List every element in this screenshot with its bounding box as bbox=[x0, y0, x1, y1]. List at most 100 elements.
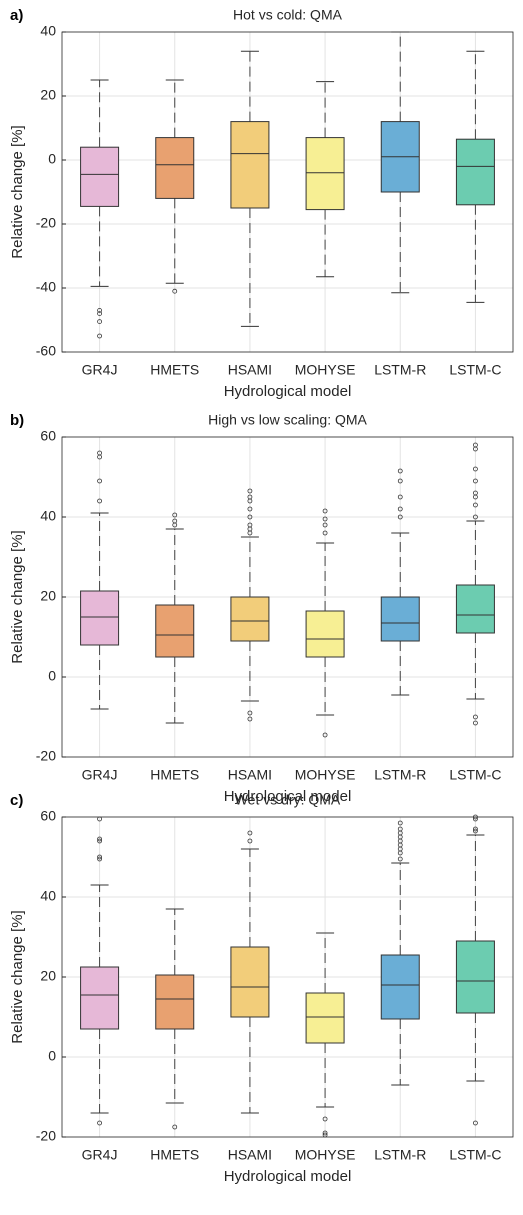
x-tick-label: HSAMI bbox=[228, 1147, 272, 1163]
outlier bbox=[172, 288, 178, 294]
x-tick-label: LSTM-C bbox=[449, 767, 501, 783]
y-tick-label: 0 bbox=[48, 668, 56, 684]
y-axis-label: Relative change [%] bbox=[9, 125, 26, 258]
y-tick-label: -20 bbox=[36, 215, 56, 231]
x-tick-label: GR4J bbox=[82, 767, 118, 783]
outlier bbox=[97, 478, 102, 484]
chart-title: Wet vs dry: QMA bbox=[235, 792, 341, 808]
box bbox=[155, 604, 195, 658]
outlier bbox=[97, 838, 102, 844]
box bbox=[455, 940, 495, 1014]
outlier bbox=[322, 1116, 328, 1122]
outlier bbox=[97, 816, 102, 822]
y-tick-label: -40 bbox=[36, 279, 56, 295]
y-tick-label: 0 bbox=[48, 1048, 56, 1064]
y-tick-label: -20 bbox=[36, 1128, 56, 1144]
panel-label: b) bbox=[10, 412, 24, 429]
outlier bbox=[322, 1130, 328, 1136]
outlier bbox=[97, 856, 102, 862]
box bbox=[305, 992, 345, 1044]
outlier bbox=[473, 816, 478, 822]
outlier bbox=[97, 307, 102, 313]
x-tick-label: HSAMI bbox=[228, 767, 272, 783]
x-tick-label: MOHYSE bbox=[295, 1147, 356, 1163]
outlier bbox=[473, 720, 478, 726]
box bbox=[455, 138, 495, 206]
box bbox=[230, 596, 270, 642]
box bbox=[380, 596, 420, 642]
outlier bbox=[397, 826, 403, 832]
y-tick-label: -60 bbox=[36, 343, 56, 359]
outlier bbox=[97, 854, 102, 860]
chart-title: High vs low scaling: QMA bbox=[208, 412, 367, 428]
outlier bbox=[322, 530, 328, 536]
outlier bbox=[473, 442, 478, 448]
y-tick-label: 60 bbox=[40, 428, 56, 444]
panel-label: a) bbox=[10, 7, 23, 24]
panel-label: c) bbox=[10, 792, 23, 809]
box bbox=[455, 584, 495, 634]
chart-title: Hot vs cold: QMA bbox=[233, 7, 343, 23]
outlier bbox=[322, 522, 328, 528]
outlier bbox=[397, 514, 403, 520]
x-tick-label: MOHYSE bbox=[295, 767, 356, 783]
x-tick-label: LSTM-R bbox=[374, 1147, 426, 1163]
outlier bbox=[247, 522, 253, 528]
x-tick-label: LSTM-R bbox=[374, 362, 426, 378]
outlier bbox=[397, 506, 403, 512]
outlier bbox=[473, 828, 478, 834]
outlier bbox=[473, 514, 478, 520]
outlier bbox=[172, 518, 178, 524]
box bbox=[80, 966, 120, 1030]
plot-area bbox=[62, 32, 513, 352]
x-tick-label: LSTM-C bbox=[449, 362, 501, 378]
outlier bbox=[473, 1120, 478, 1126]
y-tick-label: 20 bbox=[40, 968, 56, 984]
outlier bbox=[247, 506, 253, 512]
x-tick-label: HMETS bbox=[150, 362, 199, 378]
y-tick-label: 20 bbox=[40, 588, 56, 604]
outlier bbox=[247, 830, 253, 836]
x-tick-label: LSTM-C bbox=[449, 1147, 501, 1163]
outlier bbox=[397, 468, 403, 474]
outlier bbox=[247, 716, 253, 722]
outlier bbox=[247, 514, 253, 520]
box bbox=[80, 590, 120, 646]
outlier bbox=[397, 820, 403, 826]
outlier bbox=[97, 319, 102, 325]
outlier bbox=[473, 814, 478, 820]
outlier bbox=[473, 478, 478, 484]
x-tick-label: GR4J bbox=[82, 1147, 118, 1163]
outlier bbox=[322, 516, 328, 522]
y-tick-label: 60 bbox=[40, 808, 56, 824]
x-axis-label: Hydrological model bbox=[224, 383, 352, 400]
outlier bbox=[247, 488, 253, 494]
outlier bbox=[322, 1132, 328, 1138]
outlier bbox=[172, 1124, 178, 1130]
outlier bbox=[473, 466, 478, 472]
outlier bbox=[97, 450, 102, 456]
outlier bbox=[397, 856, 403, 862]
outlier bbox=[97, 311, 102, 317]
outlier bbox=[97, 498, 102, 504]
outlier bbox=[397, 494, 403, 500]
y-tick-label: 40 bbox=[40, 508, 56, 524]
x-tick-label: HSAMI bbox=[228, 362, 272, 378]
box bbox=[230, 121, 270, 209]
y-tick-label: -20 bbox=[36, 748, 56, 764]
box bbox=[305, 137, 345, 211]
outlier bbox=[473, 826, 478, 832]
box bbox=[80, 146, 120, 207]
outlier bbox=[247, 494, 253, 500]
box bbox=[230, 946, 270, 1018]
outlier bbox=[247, 838, 253, 844]
y-axis-label: Relative change [%] bbox=[9, 910, 26, 1043]
y-axis-label: Relative change [%] bbox=[9, 530, 26, 663]
outlier bbox=[473, 502, 478, 508]
outlier bbox=[97, 333, 102, 339]
x-tick-label: LSTM-R bbox=[374, 767, 426, 783]
outlier bbox=[322, 732, 328, 738]
outlier bbox=[247, 710, 253, 716]
box bbox=[155, 974, 195, 1030]
